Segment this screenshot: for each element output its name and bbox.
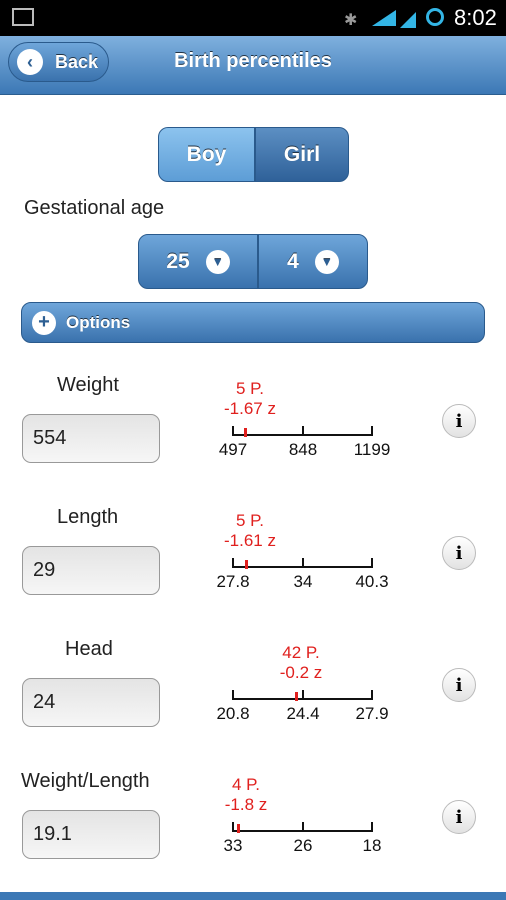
info-button[interactable]: i xyxy=(442,404,476,438)
scale-tick xyxy=(371,822,373,832)
scale-tick xyxy=(232,426,234,436)
back-button[interactable]: ‹ Back xyxy=(8,42,109,82)
options-label: Options xyxy=(66,312,131,332)
scale-label: 1199 xyxy=(353,440,391,459)
weeks-value: 25 xyxy=(166,249,190,273)
percentile: 5 P. xyxy=(235,379,265,398)
scale-tick xyxy=(232,558,234,568)
weeks-select[interactable]: 25 ▼ xyxy=(138,234,258,289)
scale-tick xyxy=(302,822,304,832)
sync-icon xyxy=(426,8,444,26)
measure-label: Head xyxy=(65,638,113,660)
info-button[interactable]: i xyxy=(442,800,476,834)
z-score: -1.67 z xyxy=(224,399,276,418)
back-label: Back xyxy=(55,51,99,72)
gallery-icon xyxy=(12,8,34,26)
footer-bar xyxy=(0,892,506,900)
scale-label: 24.4 xyxy=(286,704,320,723)
measure-input[interactable]: 554 xyxy=(22,414,160,463)
percentile: 42 P. xyxy=(282,643,320,662)
svg-text:✱: ✱ xyxy=(344,10,357,29)
scale-label: 40.3 xyxy=(355,572,389,591)
scale-label: 34 xyxy=(293,572,313,591)
z-score: -1.61 z xyxy=(224,531,276,550)
boy-toggle[interactable]: Boy xyxy=(158,127,255,182)
scale-label: 848 xyxy=(288,440,318,459)
girl-toggle[interactable]: Girl xyxy=(255,127,349,182)
scale-tick xyxy=(232,690,234,700)
scale-tick xyxy=(371,426,373,436)
scale-label: 27.8 xyxy=(216,572,250,591)
options-bar[interactable]: + Options xyxy=(21,302,485,343)
scale-tick xyxy=(232,822,234,832)
days-select[interactable]: 4 ▼ xyxy=(258,234,368,289)
scale-label: 27.9 xyxy=(355,704,389,723)
status-bar: ✱ 8:02 xyxy=(0,0,506,36)
info-button[interactable]: i xyxy=(442,536,476,570)
marker xyxy=(244,428,247,437)
marker xyxy=(295,692,298,701)
header: ‹ Back Birth percentiles xyxy=(0,36,506,95)
measure-input[interactable]: 24 xyxy=(22,678,160,727)
z-score: -0.2 z xyxy=(279,663,323,682)
days-value: 4 xyxy=(287,249,299,273)
scale-tick xyxy=(302,690,304,700)
measure-label: Weight xyxy=(57,374,119,396)
marker xyxy=(237,824,240,833)
info-button[interactable]: i xyxy=(442,668,476,702)
scale-tick xyxy=(302,426,304,436)
measure-label: Length xyxy=(57,506,119,528)
gestational-age-label: Gestational age xyxy=(24,197,165,219)
scale-label: 33 xyxy=(223,836,243,855)
measure-input[interactable]: 19.1 xyxy=(22,810,160,859)
scale-label: 497 xyxy=(218,440,248,459)
scale-label: 18 xyxy=(362,836,382,855)
clock: 8:02 xyxy=(454,5,497,30)
percentile: 4 P. xyxy=(231,775,261,794)
z-score: -1.8 z xyxy=(224,795,268,814)
measure-label: Weight/Length xyxy=(21,770,150,792)
scale-tick xyxy=(371,558,373,568)
scale-label: 26 xyxy=(293,836,313,855)
percentile: 5 P. xyxy=(235,511,265,530)
measure-input[interactable]: 29 xyxy=(22,546,160,595)
scale-label: 20.8 xyxy=(216,704,250,723)
status-icons: ✱ xyxy=(344,10,416,29)
scale-tick xyxy=(371,690,373,700)
scale-tick xyxy=(302,558,304,568)
marker xyxy=(245,560,248,569)
title: Birth percentiles xyxy=(174,50,332,72)
